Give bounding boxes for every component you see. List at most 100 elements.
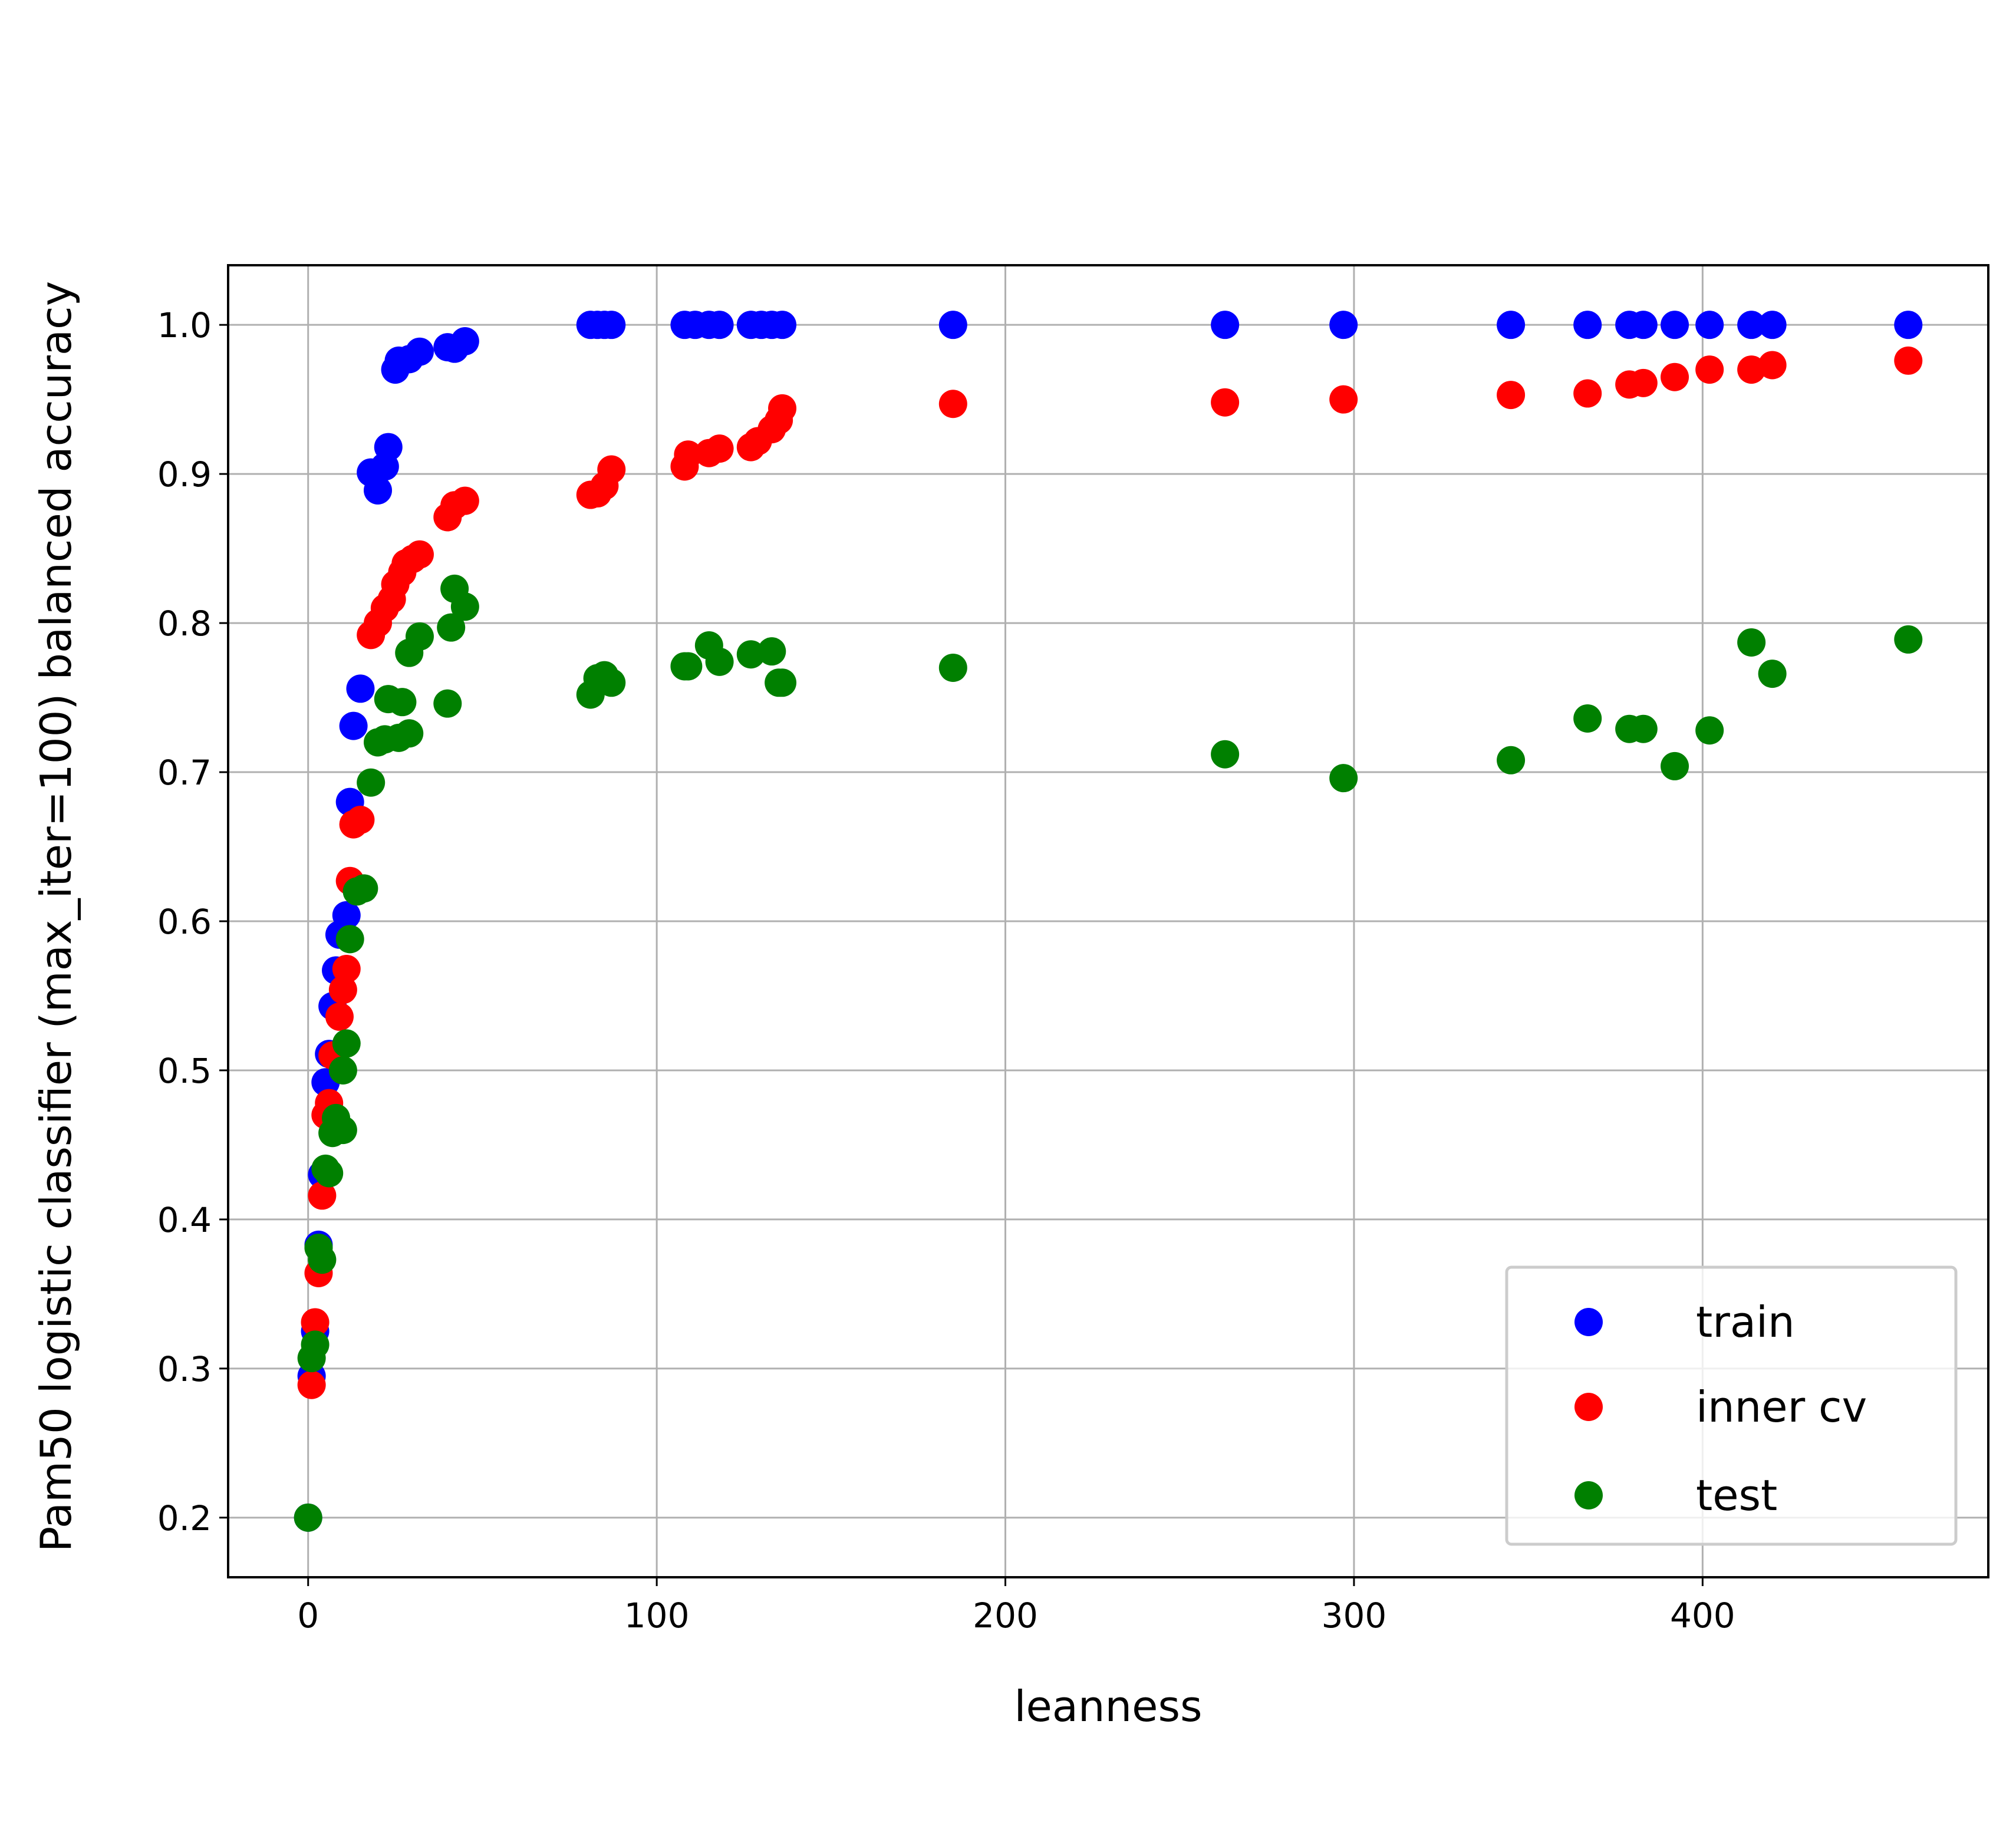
point-test bbox=[308, 1245, 337, 1274]
point-train bbox=[705, 311, 734, 339]
point-test bbox=[405, 622, 434, 651]
point-inner-cv bbox=[301, 1308, 330, 1337]
point-test bbox=[1629, 714, 1658, 743]
point-inner-cv bbox=[1211, 388, 1240, 417]
legend: train inner cv test bbox=[1505, 1265, 1958, 1546]
point-train bbox=[364, 476, 393, 505]
point-train bbox=[938, 311, 967, 339]
point-test bbox=[1329, 764, 1358, 793]
point-test bbox=[597, 668, 626, 697]
point-train bbox=[1894, 311, 1923, 339]
point-test bbox=[674, 652, 703, 681]
point-test bbox=[1758, 660, 1787, 688]
data-points bbox=[294, 311, 1923, 1532]
point-test bbox=[294, 1503, 322, 1532]
point-inner-cv bbox=[325, 1002, 354, 1031]
point-inner-cv bbox=[346, 805, 375, 834]
legend-label-train: train bbox=[1696, 1297, 1795, 1347]
legend-marker-test bbox=[1574, 1481, 1603, 1509]
legend-label-test: test bbox=[1696, 1471, 1777, 1520]
legend-marker-train bbox=[1574, 1308, 1603, 1336]
point-train bbox=[1573, 311, 1602, 339]
point-test bbox=[328, 1056, 357, 1085]
point-train bbox=[1329, 311, 1358, 339]
point-inner-cv bbox=[1497, 381, 1526, 410]
point-inner-cv bbox=[1894, 346, 1923, 375]
point-train bbox=[1695, 311, 1724, 339]
point-inner-cv bbox=[297, 1370, 326, 1399]
point-train bbox=[1661, 311, 1689, 339]
point-inner-cv bbox=[332, 954, 361, 983]
point-train bbox=[1758, 311, 1787, 339]
point-test bbox=[357, 768, 386, 797]
y-tick-label: 0.8 bbox=[157, 604, 212, 644]
point-test bbox=[388, 688, 417, 717]
point-train bbox=[597, 311, 626, 339]
point-test bbox=[1737, 628, 1766, 657]
point-test bbox=[301, 1330, 330, 1359]
point-test bbox=[1211, 740, 1240, 769]
point-inner-cv bbox=[1329, 385, 1358, 414]
point-train bbox=[1497, 311, 1526, 339]
point-train bbox=[346, 674, 375, 703]
point-test bbox=[1695, 716, 1724, 745]
point-inner-cv bbox=[705, 434, 734, 463]
y-tick-label: 0.9 bbox=[157, 454, 212, 495]
point-inner-cv bbox=[938, 390, 967, 418]
axis-ticks: 0 100 200 300 400 0.2 0.3 0.4 0.5 0.6 0.7 0.8 0.9 1.0 bbox=[157, 305, 1735, 1636]
point-inner-cv bbox=[405, 540, 434, 569]
point-test bbox=[1894, 625, 1923, 654]
point-test bbox=[395, 719, 424, 748]
y-tick-label: 1.0 bbox=[157, 305, 212, 345]
point-test bbox=[757, 637, 786, 666]
legend-entry-inner-cv: inner cv bbox=[1574, 1382, 1867, 1432]
legend-entry-train: train bbox=[1574, 1297, 1795, 1347]
point-train bbox=[332, 901, 361, 929]
point-test bbox=[1497, 746, 1526, 774]
y-tick-label: 0.6 bbox=[157, 902, 212, 942]
x-tick-label: 200 bbox=[973, 1596, 1038, 1636]
point-test bbox=[938, 653, 967, 682]
legend-entry-test: test bbox=[1574, 1471, 1777, 1520]
point-inner-cv bbox=[1661, 362, 1689, 391]
point-test bbox=[437, 613, 466, 642]
point-inner-cv bbox=[1695, 355, 1724, 384]
y-tick-label: 0.7 bbox=[157, 753, 212, 793]
point-train bbox=[1211, 311, 1240, 339]
y-tick-label: 0.2 bbox=[157, 1498, 212, 1538]
point-test bbox=[332, 1029, 361, 1058]
point-inner-cv bbox=[1573, 379, 1602, 408]
point-test bbox=[705, 647, 734, 676]
legend-marker-inner-cv bbox=[1574, 1393, 1603, 1421]
legend-box bbox=[1505, 1265, 1958, 1546]
point-inner-cv bbox=[1629, 368, 1658, 397]
point-train bbox=[450, 327, 479, 356]
point-inner-cv bbox=[674, 440, 703, 469]
y-tick-label: 0.5 bbox=[157, 1051, 212, 1091]
point-test bbox=[350, 874, 378, 903]
point-test bbox=[433, 689, 462, 718]
point-inner-cv bbox=[328, 975, 357, 1004]
y-tick-label: 0.3 bbox=[157, 1349, 212, 1389]
point-inner-cv bbox=[1758, 351, 1787, 380]
x-tick-label: 100 bbox=[624, 1596, 690, 1636]
point-inner-cv bbox=[597, 455, 626, 484]
point-test bbox=[450, 592, 479, 621]
point-test bbox=[328, 1116, 357, 1145]
point-test bbox=[335, 925, 364, 954]
x-tick-label: 400 bbox=[1670, 1596, 1735, 1636]
point-inner-cv bbox=[308, 1181, 337, 1210]
point-train bbox=[1737, 311, 1766, 339]
point-test bbox=[768, 668, 797, 697]
point-inner-cv bbox=[768, 394, 797, 423]
point-train bbox=[1629, 311, 1658, 339]
point-train bbox=[405, 337, 434, 366]
point-test bbox=[315, 1159, 344, 1188]
grid-lines bbox=[228, 265, 1988, 1577]
point-inner-cv bbox=[450, 486, 479, 515]
y-axis-label: Pam50 logistic classifier (max_iter=100)… bbox=[31, 281, 81, 1552]
point-test bbox=[736, 640, 765, 669]
point-train bbox=[374, 433, 403, 462]
x-axis-label: leanness bbox=[1014, 1682, 1202, 1731]
x-tick-label: 300 bbox=[1322, 1596, 1387, 1636]
